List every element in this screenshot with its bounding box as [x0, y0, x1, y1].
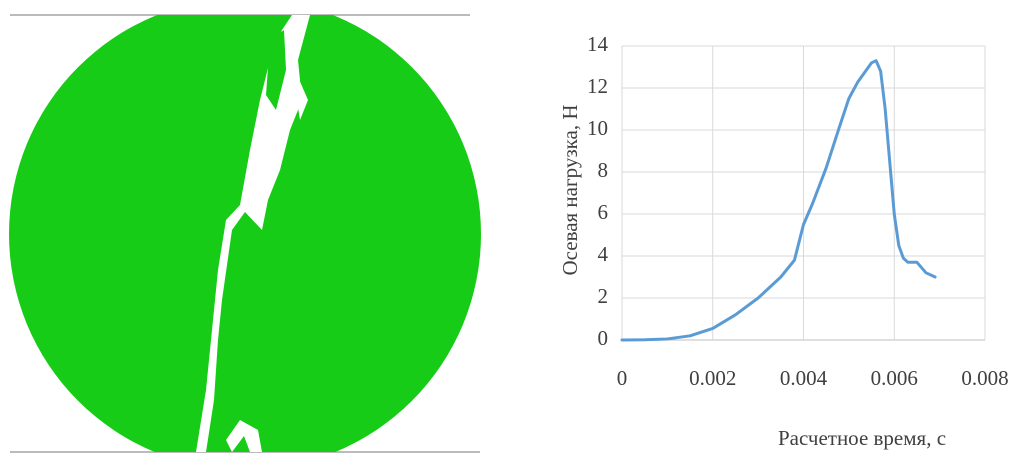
y-tick-label: 0 — [598, 326, 609, 350]
x-tick-label: 0 — [617, 366, 628, 390]
y-tick-label: 14 — [587, 32, 609, 56]
x-tick-label: 0.002 — [689, 366, 736, 390]
line — [620, 59, 937, 342]
chart: Расчетное время, с Осевая нагрузка, Н 0 2… — [558, 32, 1009, 450]
crack-branch — [295, 70, 308, 120]
crack-branch — [226, 420, 262, 452]
y-axis-label: Осевая нагрузка, Н — [558, 105, 582, 276]
y-tick-label: 8 — [598, 158, 609, 182]
y-tick-label: 2 — [598, 284, 609, 308]
specimen-image — [9, 14, 481, 453]
y-tick-label: 10 — [587, 116, 608, 140]
x-tick-label: 0.008 — [961, 366, 1008, 390]
crack — [196, 15, 310, 452]
x-axis-label: Расчетное время, с — [778, 426, 946, 450]
y-tick-label: 4 — [598, 242, 609, 266]
crack-fragment — [232, 222, 256, 340]
crack-fragment — [266, 30, 286, 110]
y-tick-label: 12 — [587, 74, 608, 98]
x-tick-label: 0.004 — [780, 366, 828, 390]
y-tick-label: 6 — [598, 200, 609, 224]
x-tick-label: 0.006 — [871, 366, 918, 390]
